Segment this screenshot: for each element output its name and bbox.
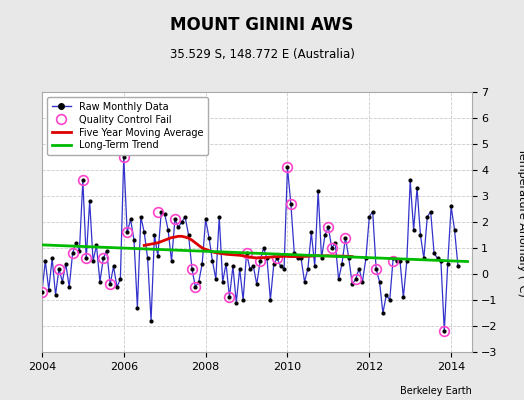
Text: Berkeley Earth: Berkeley Earth <box>400 386 472 396</box>
Text: MOUNT GININI AWS: MOUNT GININI AWS <box>170 16 354 34</box>
Legend: Raw Monthly Data, Quality Control Fail, Five Year Moving Average, Long-Term Tren: Raw Monthly Data, Quality Control Fail, … <box>47 97 208 155</box>
Text: 35.529 S, 148.772 E (Australia): 35.529 S, 148.772 E (Australia) <box>170 48 354 61</box>
Y-axis label: Temperature Anomaly (°C): Temperature Anomaly (°C) <box>517 148 524 296</box>
